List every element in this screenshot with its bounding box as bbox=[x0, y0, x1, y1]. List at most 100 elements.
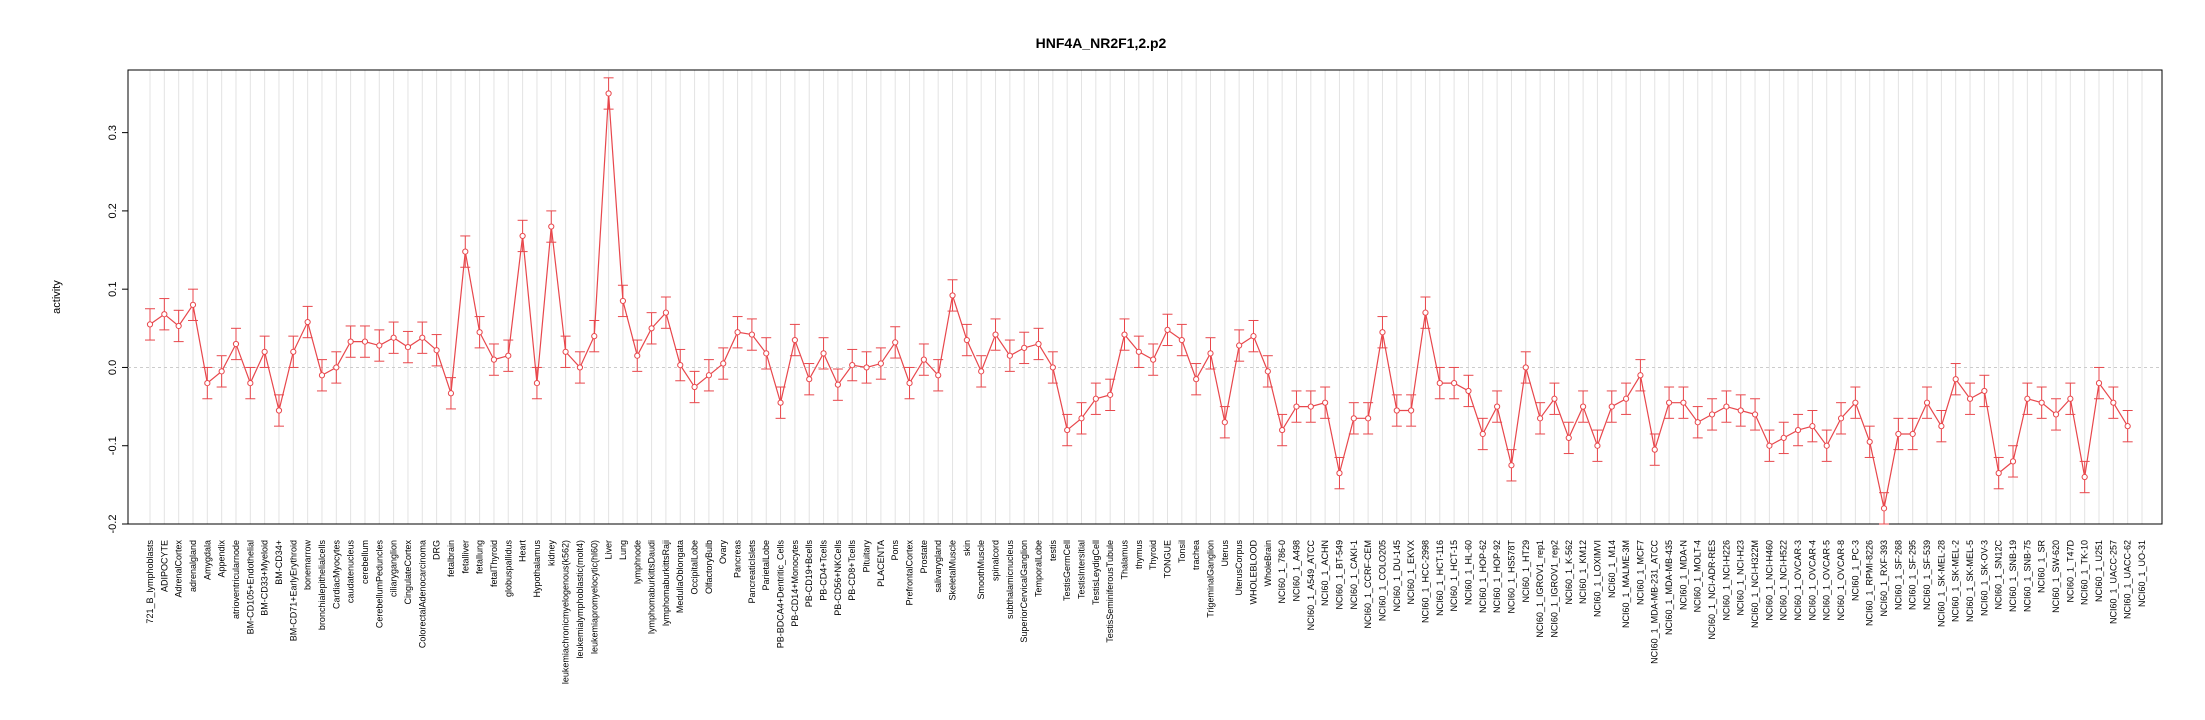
data-point bbox=[1579, 403, 1587, 410]
x-tick-label: NCI60_1_OVCAR-8 bbox=[1836, 540, 1846, 621]
x-tick-label: lymphomaburkittsDaudi bbox=[647, 540, 657, 634]
x-tick-label: salivarygland bbox=[933, 540, 943, 593]
x-tick-label: fetallung bbox=[475, 540, 485, 574]
x-tick-label: TemporalLobe bbox=[1034, 540, 1044, 597]
x-tick-label: NCI60_1_SF-539 bbox=[1922, 540, 1932, 610]
x-tick-label: NCI60_1_SNB-75 bbox=[2022, 540, 2032, 612]
x-tick-label: Prostate bbox=[919, 540, 929, 574]
x-tick-label: PB-CD4+Tcells bbox=[819, 540, 829, 601]
x-tick-label: OccipitalLobe bbox=[690, 540, 700, 595]
x-tick-label: CardiacMyocytes bbox=[331, 540, 341, 610]
data-point bbox=[1852, 399, 1859, 406]
data-point bbox=[1408, 407, 1415, 414]
x-tick-label: NCI60_1_SF-268 bbox=[1893, 540, 1903, 610]
x-tick-label: NCI60_1_RPMI-8226 bbox=[1865, 540, 1875, 626]
x-tick-label: NCI60_1_BT-549 bbox=[1334, 540, 1344, 610]
x-tick-label: NCI60_1_OVCAR-5 bbox=[1822, 540, 1832, 621]
data-point bbox=[1766, 442, 1773, 449]
x-tick-label: leukemiapromyelocytic(hl60) bbox=[589, 540, 599, 654]
data-point bbox=[1150, 356, 1157, 363]
x-tick-label: TestisIntersitial bbox=[1077, 540, 1087, 599]
x-tick-label: OlfactoryBulb bbox=[704, 540, 714, 594]
data-point bbox=[1393, 407, 1400, 414]
x-tick-label: NCI60_1_MOLT-4 bbox=[1693, 540, 1703, 612]
data-point bbox=[1680, 399, 1687, 406]
data-point bbox=[963, 336, 970, 344]
data-point bbox=[333, 364, 340, 371]
x-tick-label: bonemarrow bbox=[303, 540, 313, 591]
data-point bbox=[2024, 395, 2031, 402]
data-point bbox=[748, 331, 755, 338]
x-tick-label: NCI60_1_SR bbox=[2037, 540, 2047, 594]
x-tick-label: UterusCorpus bbox=[1234, 540, 1244, 596]
x-tick-label: TestisLeydigCell bbox=[1091, 540, 1101, 605]
data-point bbox=[2110, 399, 2117, 406]
data-point bbox=[906, 380, 913, 387]
x-tick-label: DRG bbox=[432, 540, 442, 560]
data-point bbox=[189, 301, 197, 308]
x-tick-label: NCI60_1_MDA-MB-231_ATCC bbox=[1650, 540, 1660, 664]
data-point bbox=[806, 376, 813, 383]
x-tick-label: NCI60_1_HOP-92 bbox=[1492, 540, 1502, 613]
x-tick-label: PLACENTA bbox=[876, 540, 886, 587]
data-point bbox=[247, 380, 254, 387]
data-point bbox=[1494, 403, 1501, 410]
data-point bbox=[1236, 342, 1243, 349]
data-point bbox=[1250, 333, 1257, 340]
data-point bbox=[1895, 430, 1902, 438]
x-tick-label: AdrenalCortex bbox=[174, 540, 184, 598]
data-point bbox=[419, 334, 426, 341]
data-point bbox=[1508, 462, 1515, 469]
data-point bbox=[1608, 403, 1615, 410]
x-tick-label: NCI60_1_EKVX bbox=[1406, 540, 1416, 605]
x-tick-label: NCI60_1_LOXIMVI bbox=[1592, 540, 1602, 617]
data-point bbox=[1880, 505, 1888, 512]
x-tick-label: NCI60_1_HCC-2998 bbox=[1420, 540, 1430, 623]
data-point bbox=[2052, 411, 2060, 418]
x-tick-label: leukemialymphoblastic(molt4) bbox=[575, 540, 585, 659]
data-point bbox=[648, 325, 655, 332]
x-tick-label: BM-CD34+ bbox=[274, 540, 284, 585]
data-point bbox=[1866, 438, 1873, 445]
y-tick-label: 0.3 bbox=[107, 125, 119, 140]
data-point bbox=[1809, 423, 1816, 430]
x-tick-label: NCI60_1_HOP-62 bbox=[1478, 540, 1488, 613]
data-point bbox=[949, 292, 956, 299]
data-point bbox=[1665, 399, 1673, 406]
data-point bbox=[376, 342, 383, 349]
x-tick-label: caudatenucleus bbox=[346, 540, 356, 604]
data-point bbox=[734, 329, 741, 336]
data-point bbox=[1708, 411, 1716, 418]
data-point bbox=[1909, 430, 1916, 438]
data-point bbox=[1952, 376, 1959, 383]
data-point bbox=[1178, 336, 1185, 344]
data-point bbox=[849, 362, 856, 369]
data-point bbox=[1135, 348, 1142, 355]
data-point bbox=[834, 381, 841, 388]
data-point bbox=[447, 390, 455, 397]
data-point bbox=[1064, 426, 1071, 434]
data-point bbox=[1923, 399, 1931, 406]
x-tick-label: trachea bbox=[1191, 540, 1201, 570]
x-tick-label: cerebellum bbox=[360, 540, 370, 584]
x-tick-label: NCI60_1_K-562 bbox=[1564, 540, 1574, 605]
x-tick-label: NCI60_1_SK-MEL-5 bbox=[1965, 540, 1975, 622]
x-tick-label: NCI60_1_DU-145 bbox=[1392, 540, 1402, 612]
data-point bbox=[920, 356, 927, 363]
data-point bbox=[2009, 458, 2017, 465]
x-tick-label: Appendix bbox=[217, 540, 227, 578]
data-point bbox=[591, 333, 598, 340]
data-point bbox=[462, 248, 469, 255]
data-point bbox=[1164, 326, 1171, 333]
data-point bbox=[1780, 434, 1787, 441]
x-tick-label: NCI60_1_SK-MEL-2 bbox=[1951, 540, 1961, 622]
data-point bbox=[576, 364, 584, 371]
x-tick-label: ciliaryganglion bbox=[389, 540, 399, 597]
data-point bbox=[1537, 415, 1544, 422]
x-tick-label: subthalamicnucleus bbox=[1005, 540, 1015, 620]
data-point bbox=[1379, 329, 1386, 336]
data-point bbox=[820, 350, 827, 357]
x-tick-label: SmoothMuscle bbox=[976, 540, 986, 600]
plot-frame bbox=[127, 69, 2163, 525]
